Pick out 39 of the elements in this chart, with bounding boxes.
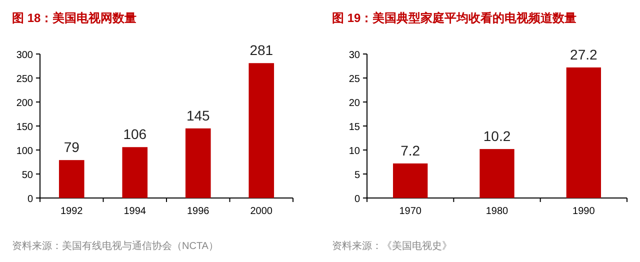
bar — [480, 149, 514, 198]
data-label: 281 — [250, 42, 274, 58]
y-tick-label: 150 — [16, 122, 34, 133]
x-tick-label: 1990 — [572, 206, 596, 217]
y-tick-label: 30 — [348, 50, 360, 61]
data-label: 10.2 — [483, 128, 511, 144]
bar — [393, 163, 428, 198]
chart-title: 图 19：美国典型家庭平均收看的电视频道数量 — [332, 11, 577, 25]
x-tick-label: 2000 — [250, 206, 273, 217]
data-label: 145 — [186, 107, 210, 124]
y-tick-label: 20 — [348, 98, 360, 109]
y-tick-label: 100 — [16, 146, 34, 157]
x-tick-label: 1992 — [60, 206, 84, 217]
text: 资料来源：《美国电视史》 — [332, 240, 452, 252]
data-label: 7.2 — [400, 142, 420, 158]
bar — [566, 67, 601, 198]
x-tick-label: 1996 — [187, 206, 210, 217]
text: 资料来源：美国有线电视与通信协会（NCTA） — [12, 240, 218, 252]
chart-title: 图 18：美国电视网数量 — [12, 11, 137, 25]
y-tick-label: 15 — [348, 122, 360, 133]
x-tick-label: 1970 — [399, 206, 422, 217]
bar — [248, 63, 274, 198]
y-tick-label: 200 — [16, 98, 34, 109]
y-tick-label: 250 — [16, 74, 34, 85]
data-label: 106 — [123, 126, 147, 142]
x-tick-label: 1994 — [124, 206, 146, 217]
x-tick-label: 1980 — [486, 206, 509, 217]
y-tick-label: 300 — [16, 50, 34, 61]
y-tick-label: 0 — [354, 194, 360, 205]
data-label: 79 — [64, 139, 80, 156]
data-label: 27.2 — [570, 46, 598, 62]
y-tick-label: 5 — [354, 170, 360, 181]
bar — [185, 128, 211, 198]
bar — [58, 160, 84, 198]
y-tick-label: 25 — [348, 74, 360, 85]
bar — [122, 147, 148, 198]
y-tick-label: 50 — [22, 170, 34, 181]
y-tick-label: 0 — [27, 194, 34, 205]
y-tick-label: 10 — [348, 146, 360, 157]
